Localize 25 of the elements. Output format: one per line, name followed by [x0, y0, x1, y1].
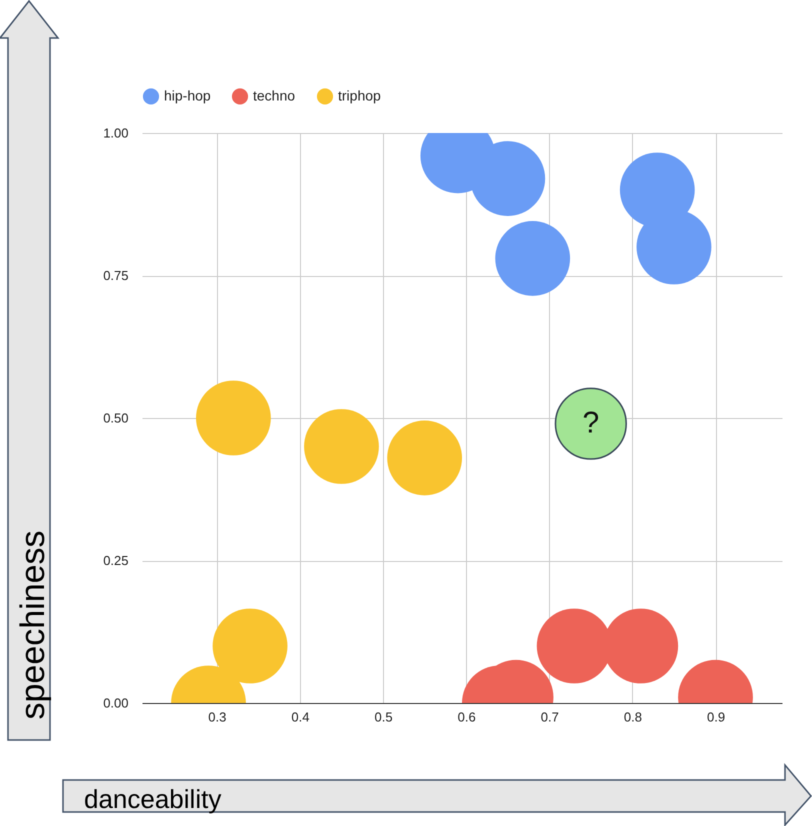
point	[196, 380, 271, 456]
x-tick-label: 0.5	[374, 710, 393, 724]
point	[304, 409, 379, 484]
point	[495, 221, 570, 296]
x-tick-label: 0.8	[624, 710, 642, 724]
point	[212, 608, 288, 684]
y-tick-label: 0.50	[103, 410, 128, 426]
x-tick-label: 0.9	[706, 710, 726, 724]
point	[554, 388, 627, 460]
x-tick-label: 0.4	[291, 710, 310, 724]
y-tick-label: 0.75	[103, 268, 128, 283]
legend-label: hip-hop	[164, 87, 211, 104]
y-tick-label: 0.25	[103, 553, 128, 568]
legend-label: techno	[253, 87, 296, 104]
legend-label: triphop	[338, 87, 382, 104]
x-tick-label: 0.3	[208, 710, 226, 724]
x-axis-title: danceability	[84, 784, 222, 814]
point	[387, 420, 462, 496]
y-axis-title: speechiness	[14, 530, 52, 720]
annotation: ?	[582, 406, 600, 440]
point	[470, 141, 546, 216]
y-tick-label: 1.00	[103, 126, 128, 140]
x-tick-label: 0.7	[540, 710, 559, 724]
x-tick-label: 0.6	[458, 710, 476, 724]
y-tick-label: 0.00	[103, 696, 128, 710]
